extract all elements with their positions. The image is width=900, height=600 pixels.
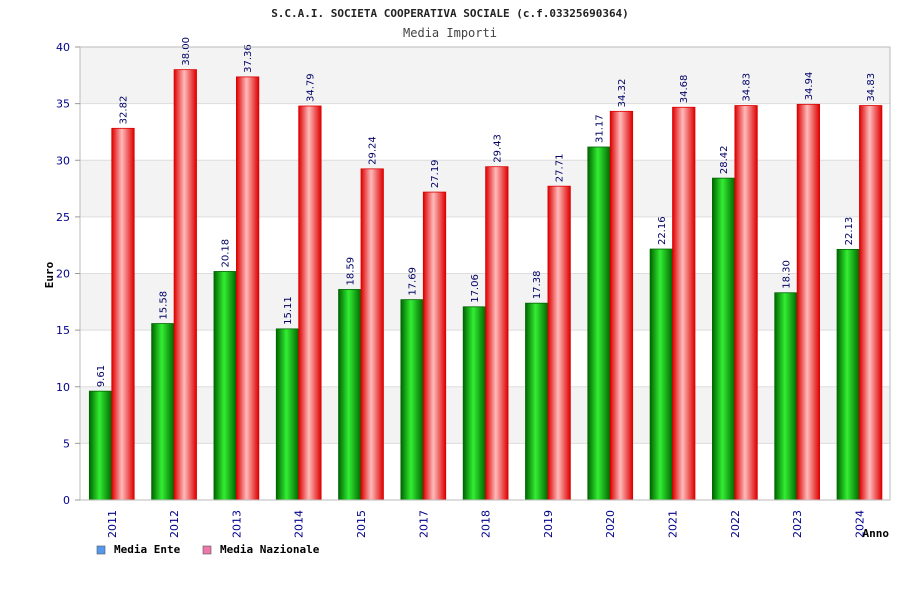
value-label: 9.61 xyxy=(96,365,107,387)
bar-nazionale xyxy=(672,106,696,501)
legend-label-ente: Media Ente xyxy=(114,543,181,556)
bar-nazionale xyxy=(360,168,384,501)
x-tick-label: 2015 xyxy=(355,510,368,538)
value-label: 34.79 xyxy=(305,73,316,102)
y-tick-label: 35 xyxy=(56,98,70,111)
bar-nazionale xyxy=(173,69,197,501)
value-labels: 9.61 32.82 15.58 38.00 20.18 37.36 15.11 34.79 1… xyxy=(96,37,877,387)
bar-nazionale xyxy=(111,127,135,501)
legend-swatch-nazionale xyxy=(202,545,212,555)
bar-nazionale xyxy=(485,166,509,501)
y-tick-label: 10 xyxy=(56,381,70,394)
y-tick-label: 5 xyxy=(63,437,70,450)
bar-ente xyxy=(88,390,113,501)
x-tick-label: 2023 xyxy=(791,510,804,538)
legend: Media Ente Media Nazionale xyxy=(96,543,320,556)
x-tick-label: 2022 xyxy=(729,510,742,538)
x-tick-label: 2013 xyxy=(230,510,243,538)
y-tick-label: 0 xyxy=(63,494,70,507)
y-tick-label: 15 xyxy=(56,324,70,337)
y-tick-label: 30 xyxy=(56,154,70,167)
value-label: 29.24 xyxy=(368,136,379,165)
x-ticks: 2011 2012 2013 2014 2015 2017 2018 2019 2020 2021… xyxy=(106,510,867,538)
legend-swatch-ente xyxy=(96,545,106,555)
x-tick-label: 2018 xyxy=(480,510,493,538)
value-label: 15.58 xyxy=(158,291,169,320)
value-label: 15.11 xyxy=(283,296,294,325)
bar-nazionale xyxy=(734,105,758,501)
value-label: 38.00 xyxy=(181,37,192,66)
value-label: 32.82 xyxy=(118,96,129,125)
bar-ente xyxy=(587,146,611,501)
bar-nazionale xyxy=(547,185,571,501)
y-ticks: 0 5 10 15 20 25 30 35 40 xyxy=(56,41,80,507)
y-tick-label: 40 xyxy=(56,41,70,54)
value-label: 27.71 xyxy=(555,154,566,183)
bar-ente xyxy=(275,328,300,501)
value-label: 27.19 xyxy=(430,159,441,188)
y-axis-label: Euro xyxy=(43,261,56,288)
value-label: 34.32 xyxy=(617,79,628,108)
value-label: 17.06 xyxy=(470,274,481,303)
bar-nazionale xyxy=(235,76,260,501)
value-label: 34.83 xyxy=(866,73,877,102)
bar-nazionale xyxy=(298,105,322,501)
value-label: 17.69 xyxy=(408,267,419,296)
value-label: 17.38 xyxy=(532,271,543,300)
bar-nazionale xyxy=(796,103,820,501)
value-label: 18.30 xyxy=(781,260,792,289)
bar-ente xyxy=(649,248,673,501)
bar-ente xyxy=(525,302,549,501)
value-label: 29.43 xyxy=(492,134,503,163)
bar-ente xyxy=(400,299,424,501)
x-tick-label: 2020 xyxy=(604,510,617,538)
x-tick-label: 2017 xyxy=(417,510,430,538)
value-label: 34.94 xyxy=(804,72,815,101)
bars xyxy=(88,69,883,501)
bar-nazionale xyxy=(422,191,447,501)
bar-ente xyxy=(774,292,798,501)
value-label: 28.42 xyxy=(719,146,730,175)
value-label: 34.68 xyxy=(679,75,690,104)
x-tick-label: 2019 xyxy=(542,510,555,538)
bar-nazionale xyxy=(859,105,883,501)
bar-nazionale xyxy=(609,110,634,501)
x-tick-label: 2014 xyxy=(293,510,306,538)
y-tick-label: 20 xyxy=(56,268,70,281)
bar-ente xyxy=(213,271,237,501)
value-label: 22.13 xyxy=(844,217,855,246)
value-label: 34.83 xyxy=(742,73,753,102)
bar-ente xyxy=(151,323,175,501)
value-label: 22.16 xyxy=(657,216,668,245)
value-label: 31.17 xyxy=(595,114,606,143)
bar-ente xyxy=(712,177,736,501)
plot-band xyxy=(80,47,890,104)
legend-label-nazionale: Media Nazionale xyxy=(220,543,320,556)
x-tick-label: 2021 xyxy=(667,510,680,538)
plot-band xyxy=(80,160,890,217)
y-tick-label: 25 xyxy=(56,211,70,224)
bar-ente xyxy=(338,289,362,501)
value-label: 37.36 xyxy=(243,44,254,73)
value-label: 20.18 xyxy=(221,239,232,268)
x-axis-label: Anno xyxy=(863,527,890,540)
bar-ente xyxy=(836,248,860,501)
bar-ente xyxy=(462,306,487,501)
chart-subtitle: Media Importi xyxy=(403,26,497,40)
chart-title: S.C.A.I. SOCIETA COOPERATIVA SOCIALE (c.… xyxy=(271,7,629,20)
x-tick-label: 2011 xyxy=(106,510,119,538)
value-label: 18.59 xyxy=(345,257,356,286)
x-tick-label: 2012 xyxy=(168,510,181,538)
x-tick-label: 2024 xyxy=(853,510,866,538)
